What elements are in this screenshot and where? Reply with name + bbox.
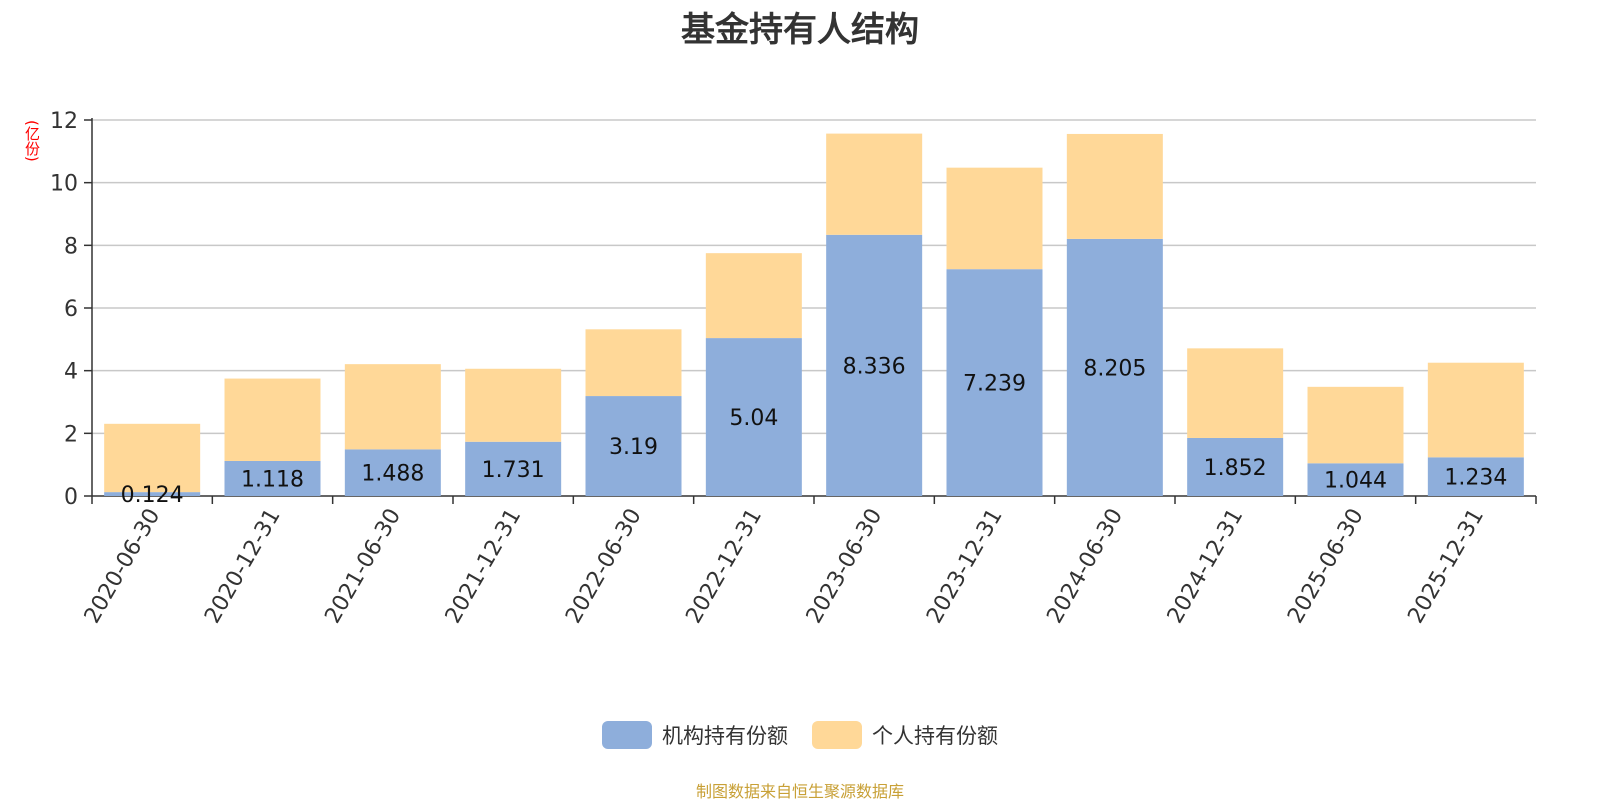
data-label: 1.731: [482, 458, 545, 483]
x-tick-label: 2023-12-31: [922, 505, 1008, 628]
data-label: 8.336: [843, 354, 906, 379]
data-label: 1.044: [1324, 469, 1387, 494]
bar-institutional: [1427, 457, 1524, 496]
legend-swatch-institutional: [602, 721, 652, 749]
bar-individual: [826, 133, 923, 235]
bar-institutional: [224, 460, 321, 496]
legend-item-institutional[interactable]: 机构持有份额: [602, 720, 788, 750]
x-tick-label: 2023-06-30: [802, 505, 888, 628]
bar-institutional: [585, 396, 682, 496]
bar-individual: [1307, 386, 1404, 464]
bar-institutional: [104, 492, 201, 496]
bar-individual: [705, 253, 802, 339]
bar-institutional: [465, 441, 562, 496]
bar-individual: [344, 364, 441, 450]
x-tick-label: 2022-12-31: [681, 505, 767, 628]
y-tick-label: 8: [64, 234, 78, 259]
bar-institutional: [1307, 463, 1404, 496]
y-tick-label: 0: [64, 485, 78, 510]
data-label: 0.124: [121, 483, 184, 508]
bar-institutional: [826, 234, 923, 496]
bar-individual: [224, 378, 321, 461]
y-tick-label: 12: [50, 109, 78, 134]
bar-individual: [104, 423, 201, 493]
x-tick-label: 2025-06-30: [1283, 505, 1369, 628]
y-tick-label: 4: [64, 360, 78, 385]
data-label: 1.852: [1204, 456, 1267, 481]
chart-title: 基金持有人结构: [681, 10, 919, 50]
data-label: 3.19: [609, 435, 658, 460]
bar-institutional: [1066, 238, 1163, 496]
y-tick-label: 6: [64, 297, 78, 322]
bar-institutional: [946, 269, 1043, 496]
bar-institutional: [344, 449, 441, 496]
data-label: 8.205: [1083, 356, 1146, 381]
bar-individual: [1427, 362, 1524, 458]
source-note: 制图数据来自恒生聚源数据库: [695, 782, 904, 801]
legend-label-individual: 个人持有份额: [872, 724, 998, 748]
data-label: 5.04: [729, 406, 778, 431]
y-axis-unit-label: (亿份): [23, 120, 41, 162]
bar-institutional: [1187, 437, 1284, 496]
bar-individual: [1066, 133, 1163, 239]
data-label: 1.234: [1444, 466, 1507, 491]
x-tick-label: 2024-12-31: [1163, 505, 1249, 628]
legend-label-institutional: 机构持有份额: [662, 724, 788, 748]
x-tick-label: 2021-12-31: [441, 505, 527, 628]
bar-individual: [946, 167, 1043, 270]
y-tick-label: 10: [50, 172, 78, 197]
legend-swatch-individual: [812, 721, 862, 749]
data-label: 1.118: [241, 467, 304, 492]
x-tick-label: 2024-06-30: [1042, 505, 1128, 628]
y-tick-label: 2: [64, 422, 78, 447]
data-label: 7.239: [963, 372, 1026, 397]
x-tick-label: 2025-12-31: [1403, 505, 1489, 628]
bar-institutional: [705, 338, 802, 496]
bar-individual: [1187, 348, 1284, 438]
data-label: 1.488: [361, 462, 424, 487]
legend: 机构持有份额 个人持有份额: [0, 720, 1600, 750]
bar-individual: [585, 329, 682, 397]
legend-item-individual[interactable]: 个人持有份额: [812, 720, 998, 750]
bar-individual: [465, 368, 562, 442]
x-tick-label: 2021-06-30: [320, 505, 406, 628]
x-tick-label: 2022-06-30: [561, 505, 647, 628]
x-tick-label: 2020-06-30: [80, 505, 166, 628]
x-tick-label: 2020-12-31: [200, 505, 286, 628]
